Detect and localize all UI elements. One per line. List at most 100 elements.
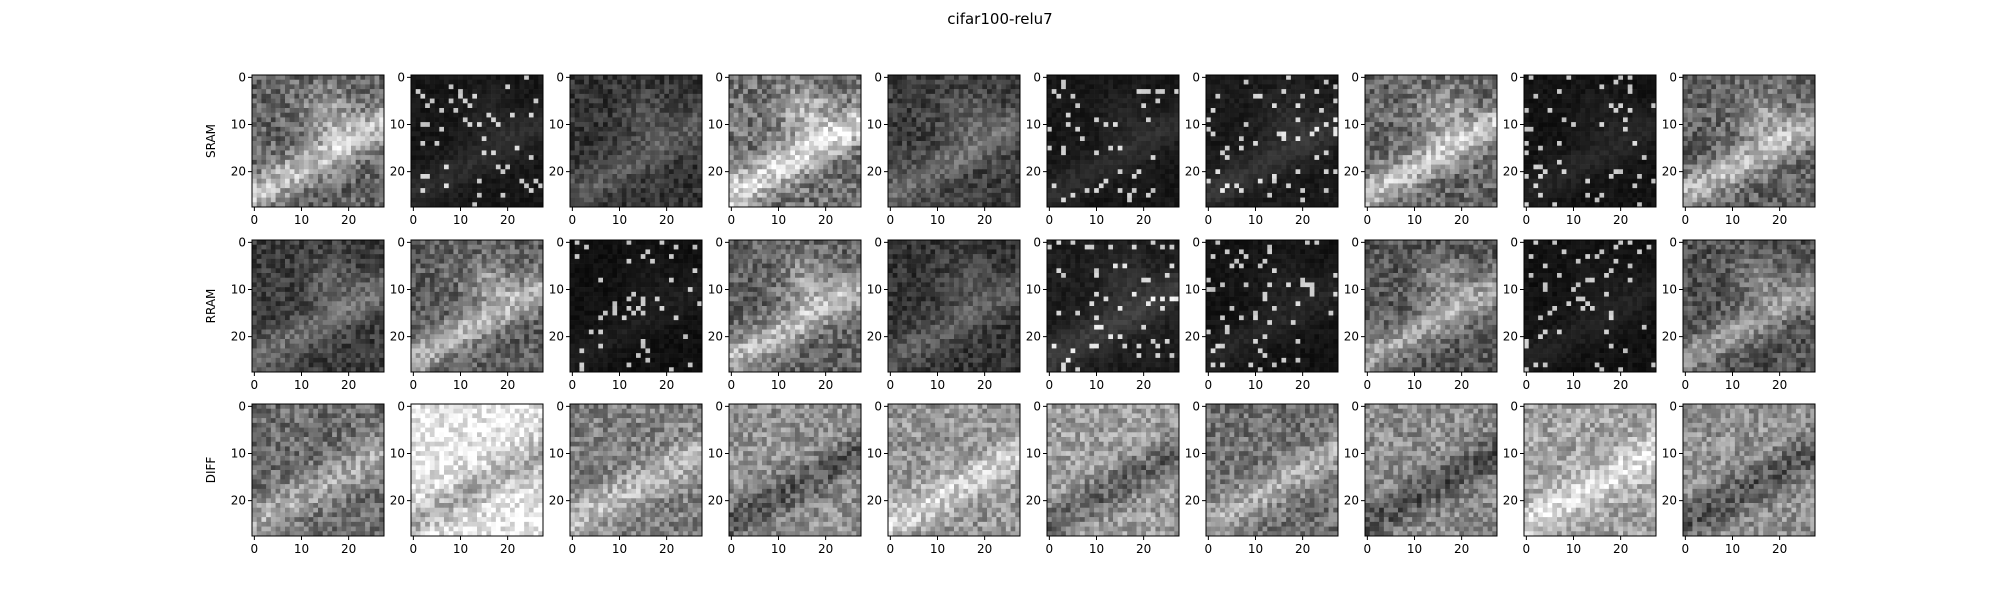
y-tick-label: 20 (867, 494, 882, 508)
x-tick-label: 20 (1454, 378, 1469, 392)
feature-map-image (1047, 404, 1179, 536)
panel-rram-7: 0 10 20 0 10 20 (1344, 235, 1498, 392)
panel-frame (1682, 239, 1816, 373)
x-tick-label: 0 (728, 378, 736, 392)
panel-diff-7: 0 10 20 0 10 20 (1344, 399, 1498, 556)
y-tick-label: 20 (549, 494, 564, 508)
panel-frame (1205, 74, 1339, 208)
x-tick-label: 20 (1613, 542, 1628, 556)
y-tick-label: 20 (1662, 330, 1677, 344)
y-tick-label: 20 (390, 494, 405, 508)
y-tick-label: 10 (1185, 118, 1200, 132)
panel-frame (728, 403, 862, 537)
x-tick-label: 0 (1682, 213, 1690, 227)
x-tick-label: 0 (1364, 378, 1372, 392)
y-tick-label: 0 (397, 235, 405, 249)
feature-map-image (1683, 404, 1815, 536)
panel-frame (410, 74, 544, 208)
feature-map-image (570, 75, 702, 207)
x-tick-label: 0 (251, 213, 259, 227)
y-tick-label: 20 (708, 330, 723, 344)
y-tick-label: 10 (708, 283, 723, 297)
x-tick-label: 0 (1205, 213, 1213, 227)
y-tick-label: 20 (1026, 330, 1041, 344)
x-tick-label: 20 (659, 213, 674, 227)
x-tick-label: 20 (1136, 213, 1151, 227)
row-label-diff: DIFF (204, 457, 218, 484)
x-tick-label: 20 (818, 542, 833, 556)
feature-map-image (570, 240, 702, 372)
y-tick-label: 20 (231, 494, 246, 508)
y-tick-label: 10 (1503, 447, 1518, 461)
x-tick-label: 10 (1725, 213, 1740, 227)
y-tick-label: 20 (708, 165, 723, 179)
y-tick-label: 20 (1185, 494, 1200, 508)
x-tick-label: 10 (930, 542, 945, 556)
x-tick-label: 10 (1566, 378, 1581, 392)
y-tick-label: 10 (390, 447, 405, 461)
feature-map-image (1365, 240, 1497, 372)
panel-frame (1046, 74, 1180, 208)
x-tick-label: 10 (1566, 213, 1581, 227)
y-tick-label: 0 (874, 235, 882, 249)
y-tick-label: 20 (867, 165, 882, 179)
panel-frame (728, 239, 862, 373)
y-tick-label: 0 (556, 235, 564, 249)
y-tick-label: 20 (1185, 330, 1200, 344)
panel-frame (1205, 403, 1339, 537)
x-tick-label: 10 (1407, 378, 1422, 392)
y-tick-label: 10 (1662, 283, 1677, 297)
x-tick-label: 20 (1613, 378, 1628, 392)
x-tick-label: 20 (341, 378, 356, 392)
y-tick-label: 0 (1192, 70, 1200, 84)
panel-frame (1523, 74, 1657, 208)
x-tick-label: 0 (1205, 542, 1213, 556)
feature-map-image (729, 404, 861, 536)
y-tick-label: 0 (715, 399, 723, 413)
y-tick-label: 10 (1662, 118, 1677, 132)
y-tick-label: 10 (1344, 447, 1359, 461)
y-tick-label: 20 (390, 330, 405, 344)
y-tick-label: 10 (1503, 118, 1518, 132)
y-tick-label: 0 (238, 399, 246, 413)
y-tick-label: 0 (1510, 399, 1518, 413)
panel-frame (887, 403, 1021, 537)
y-tick-label: 20 (1185, 165, 1200, 179)
y-tick-label: 0 (715, 235, 723, 249)
feature-map-image (1206, 404, 1338, 536)
x-tick-label: 10 (612, 213, 627, 227)
x-tick-label: 20 (977, 213, 992, 227)
x-tick-label: 10 (1089, 542, 1104, 556)
x-tick-label: 0 (410, 542, 418, 556)
y-tick-label: 10 (549, 447, 564, 461)
x-tick-label: 0 (569, 213, 577, 227)
x-tick-label: 10 (1407, 542, 1422, 556)
y-tick-label: 0 (1510, 235, 1518, 249)
y-tick-label: 10 (549, 283, 564, 297)
panel-sram-8: 0 10 20 0 10 20 (1503, 70, 1657, 227)
x-tick-label: 0 (410, 378, 418, 392)
feature-map-image (729, 75, 861, 207)
panel-rram-2: 0 10 20 0 10 20 (549, 235, 703, 392)
panel-sram-3: 0 10 20 0 10 20 (708, 70, 862, 227)
y-tick-label: 20 (1344, 330, 1359, 344)
y-tick-label: 0 (397, 399, 405, 413)
panel-frame (1364, 403, 1498, 537)
x-tick-label: 10 (930, 213, 945, 227)
y-tick-label: 20 (1662, 165, 1677, 179)
panel-frame (251, 74, 385, 208)
feature-map-image (411, 75, 543, 207)
y-tick-label: 20 (1503, 494, 1518, 508)
x-tick-label: 0 (1046, 213, 1054, 227)
x-tick-label: 10 (1248, 378, 1263, 392)
x-tick-label: 0 (728, 542, 736, 556)
panel-sram-5: 0 10 20 0 10 20 (1026, 70, 1180, 227)
panel-frame (1046, 239, 1180, 373)
x-tick-label: 10 (1725, 542, 1740, 556)
feature-map-image (252, 240, 384, 372)
feature-map-image (1524, 75, 1656, 207)
panel-sram-2: 0 10 20 0 10 20 (549, 70, 703, 227)
y-tick-label: 10 (867, 283, 882, 297)
x-tick-label: 10 (612, 542, 627, 556)
panel-frame (887, 239, 1021, 373)
